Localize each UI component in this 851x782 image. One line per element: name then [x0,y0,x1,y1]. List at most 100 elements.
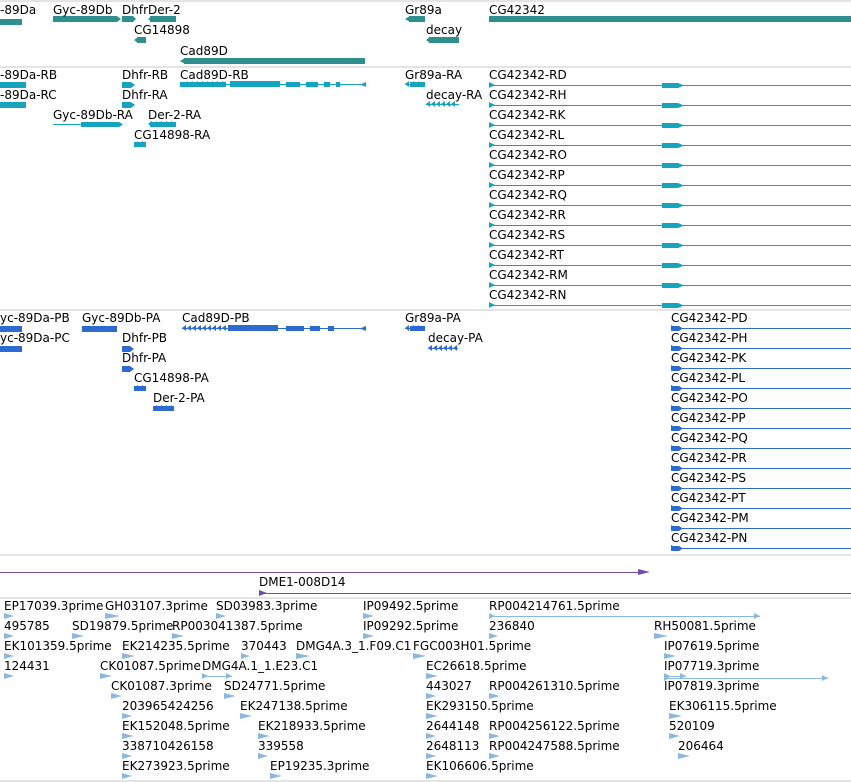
feature-cg42342-pr[interactable]: CG42342-PR [671,451,851,471]
feature-cg42342-rd[interactable]: CG42342-RD [489,68,851,88]
feature-dhfr-rb[interactable]: Dhfr-RB [122,68,168,88]
est-rp004214761-5prime[interactable]: RP004214761.5prime [489,599,760,619]
feature-yc-89da-pc[interactable]: yc-89Da-PC [0,331,70,352]
est-ek293150-5prime[interactable]: EK293150.5prime [426,699,534,719]
feature-cg42342-pk[interactable]: CG42342-PK [671,351,851,371]
est-rh50081-5prime[interactable]: RH50081.5prime [654,619,756,639]
feature-gyc-89db[interactable]: Gyc-89Db [53,3,121,22]
est-ep19235-3prime[interactable]: EP19235.3prime [270,759,369,779]
est-ip07619-5prime[interactable]: IP07619.5prime [664,639,759,659]
feature-89da[interactable]: -89Da [0,3,36,25]
feature-decay-pa[interactable]: decay-PA [428,331,484,351]
feature-decay[interactable]: decay [426,23,462,43]
est-ek273923-5prime[interactable]: EK273923.5prime [122,759,230,779]
feature-cg42342-rl[interactable]: CG42342-RL [489,128,851,148]
feature-cg14898-ra[interactable]: CG14898-RA [134,128,211,147]
est-ek152048-5prime[interactable]: EK152048.5prime [122,719,230,739]
feature-cg42342-rq[interactable]: CG42342-RQ [489,188,851,208]
est-338710426158[interactable]: 338710426158 [122,739,214,759]
est-ep17039-3prime[interactable]: EP17039.3prime [4,599,103,619]
est-label: EK152048.5prime [122,719,230,733]
est-ek306115-5prime[interactable]: EK306115.5prime [669,699,777,719]
feature-cg42342-po[interactable]: CG42342-PO [671,391,851,411]
est-dmg4a-1-1-e23-c1[interactable]: DMG4A.1_1.E23.C1 [202,659,318,679]
est-ec26618-5prime[interactable]: EC26618.5prime [426,659,527,679]
feature-cg42342-pl[interactable]: CG42342-PL [671,371,851,391]
est-ek247138-5prime[interactable]: EK247138.5prime [240,699,348,719]
est-370443[interactable]: 370443 [241,639,287,659]
feature-decay-ra[interactable]: decay-RA [426,88,483,107]
est-rp003041387-5prime[interactable]: RP003041387.5prime [172,619,303,639]
est-495785[interactable]: 495785 [4,619,50,639]
feature-89da-rc[interactable]: -89Da-RC [0,88,57,108]
feature-cg42342-rp[interactable]: CG42342-RP [489,168,851,188]
est-ip09292-5prime[interactable]: IP09292.5prime [363,619,458,639]
feature-cg42342-rm[interactable]: CG42342-RM [489,268,851,288]
est-rp004261310-5prime[interactable]: RP004261310.5prime [489,679,620,699]
feature-cg42342-pm[interactable]: CG42342-PM [671,511,851,531]
est-sd03983-3prime[interactable]: SD03983.3prime [216,599,317,619]
feature-cg42342-rt[interactable]: CG42342-RT [489,248,851,268]
est-124431[interactable]: 124431 [4,659,50,679]
feature-cad89d-pb[interactable]: Cad89D-PB [182,311,366,331]
feature-cg42342-ro[interactable]: CG42342-RO [489,148,851,168]
feature-dhfr-ra[interactable]: Dhfr-RA [122,88,168,108]
est-206464[interactable]: 206464 [678,739,724,759]
est-rp004247588-5prime[interactable]: RP004247588.5prime [489,739,620,759]
feature-dhfr-pb[interactable]: Dhfr-PB [122,331,167,352]
feature-der-2[interactable]: Der-2 [148,3,181,22]
feature-unnamed[interactable] [0,569,650,575]
feature-89da-rb[interactable]: -89Da-RB [0,68,57,88]
feature-cg42342-pt[interactable]: CG42342-PT [671,491,851,511]
est-443027[interactable]: 443027 [426,679,472,699]
est-236840[interactable]: 236840 [489,619,535,639]
est-dmg4a-3-1-f09-c1[interactable]: DMG4A.3_1.F09.C1 [296,639,411,659]
est-203965424256[interactable]: 203965424256 [122,699,214,719]
est-sd24771-5prime[interactable]: SD24771.5prime [224,679,325,699]
est-sd19879-5prime[interactable]: SD19879.5prime [72,619,173,639]
est-2644148[interactable]: 2644148 [426,719,479,739]
feature-dhfr-pa[interactable]: Dhfr-PA [122,351,167,372]
feature-cg42342-ph[interactable]: CG42342-PH [671,331,851,351]
est-ek218933-5prime[interactable]: EK218933.5prime [258,719,366,739]
feature-cg14898-pa[interactable]: CG14898-PA [134,371,210,391]
feature-cg42342-rr[interactable]: CG42342-RR [489,208,851,228]
est-339558[interactable]: 339558 [258,739,304,759]
feature-cg42342-rn[interactable]: CG42342-RN [489,288,851,308]
est-ip09492-5prime[interactable]: IP09492.5prime [363,599,458,619]
feature-cad89d[interactable]: Cad89D [180,44,365,64]
feature-cg42342-ps[interactable]: CG42342-PS [671,471,851,491]
feature-cg42342-rh[interactable]: CG42342-RH [489,88,851,108]
est-ip07819-3prime[interactable]: IP07819.3prime [664,675,828,693]
feature-cg42342-pn[interactable]: CG42342-PN [671,531,851,551]
feature-dhfr[interactable]: Dhfr [122,3,148,22]
feature-cg14898[interactable]: CG14898 [134,23,190,43]
est-fgc003h01-5prime[interactable]: FGC003H01.5prime [413,639,531,659]
est-2648113[interactable]: 2648113 [426,739,479,759]
feature-cad89d-rb[interactable]: Cad89D-RB [180,68,366,87]
est-rp004256122-5prime[interactable]: RP004256122.5prime [489,719,620,739]
est-ek214235-5prime[interactable]: EK214235.5prime [122,639,230,659]
est-ck01087-5prime[interactable]: CK01087.5prime [100,659,201,679]
feature-der-2-ra[interactable]: Der-2-RA [148,108,202,127]
est-gh03107-3prime[interactable]: GH03107.3prime [105,599,208,619]
feature-gyc-89db-ra[interactable]: Gyc-89Db-RA [53,108,134,127]
feature-cg42342-pq[interactable]: CG42342-PQ [671,431,851,451]
est-ek101359-5prime[interactable]: EK101359.5prime [4,639,112,659]
feature-gr89a-pa[interactable]: Gr89a-PA [405,311,462,331]
feature-cg42342-pp[interactable]: CG42342-PP [671,411,851,431]
est-ck01087-3prime[interactable]: CK01087.3prime [111,679,212,699]
feature-der-2-pa[interactable]: Der-2-PA [153,391,206,411]
est-ip07719-3prime[interactable]: IP07719.3prime [664,659,759,679]
est-ek106606-5prime[interactable]: EK106606.5prime [426,759,534,779]
feature-cg42342-pd[interactable]: CG42342-PD [671,311,851,331]
feature-dme1-008d14[interactable]: DME1-008D14 [259,575,851,596]
feature-cg42342-rk[interactable]: CG42342-RK [489,108,851,128]
feature-cg42342[interactable]: CG42342 [489,3,851,22]
est-520109[interactable]: 520109 [669,719,715,739]
feature-yc-89da-pb[interactable]: yc-89Da-PB [0,311,70,332]
feature-gr89a-ra[interactable]: Gr89a-RA [405,68,463,87]
feature-gyc-89db-pa[interactable]: Gyc-89Db-PA [82,311,161,332]
feature-cg42342-rs[interactable]: CG42342-RS [489,228,851,248]
feature-gr89a[interactable]: Gr89a [405,3,442,22]
